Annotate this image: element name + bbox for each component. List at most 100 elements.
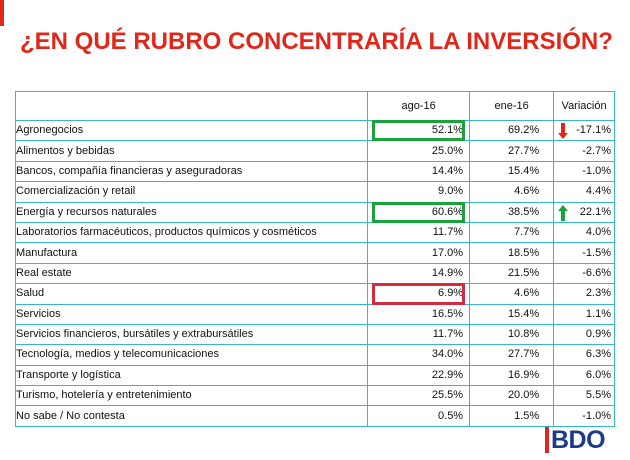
row-label: Servicios [14, 304, 368, 325]
ago-value-text: 25.5% [431, 389, 464, 402]
row-variation-value: 1.1% [553, 304, 615, 325]
ago-value-text: 14.4% [431, 164, 464, 177]
row-ene-value: 38.5% [469, 202, 554, 223]
row-label: Alimentos y bebidas [14, 140, 368, 162]
row-variation-value: -2.7% [553, 140, 615, 162]
table-row: Tecnología, medios y telecomunicaciones 3… [14, 344, 615, 366]
variation-value-text: -1.5% [582, 246, 611, 259]
ago-value-text: 25.0% [431, 144, 464, 157]
variation-value-text: 5.5% [585, 389, 611, 402]
investment-table: ago-16 ene-16 Variación Agronegocios 52.1… [14, 91, 615, 427]
row-label: Laboratorios farmacéuticos, productos qu… [14, 222, 368, 244]
row-ene-value: 10.8% [469, 324, 554, 346]
row-ago-value: 60.6% [367, 201, 470, 223]
table-row: Alimentos y bebidas 25.0% 27.7% -2.7% [14, 140, 615, 162]
row-label: Bancos, compañía financieras y asegurado… [14, 161, 368, 183]
logo-bar [545, 427, 549, 453]
variation-value-text: 1.1% [585, 307, 611, 320]
row-ene-value: 20.0% [469, 385, 554, 407]
row-ene-value: 27.7% [469, 344, 554, 366]
ago-value-text: 14.9% [431, 266, 464, 279]
bdo-logo: BDO [545, 425, 606, 454]
row-variation-value: -17.1% [553, 120, 615, 142]
row-label: Energía y recursos naturales [14, 202, 368, 223]
ago-value-text: 6.9% [438, 287, 464, 300]
row-ene-value: 27.7% [469, 140, 554, 162]
variation-value-text: 4.0% [585, 226, 611, 239]
row-label: Manufactura [14, 242, 368, 264]
row-variation-value: 22.1% [553, 202, 615, 223]
ago-value-text: 11.7% [432, 328, 464, 341]
row-ene-value: 69.2% [469, 120, 554, 142]
arrow-up-icon [558, 204, 569, 221]
ago-value-text: 11.7% [432, 226, 464, 239]
row-ago-value: 34.0% [367, 344, 470, 366]
row-ago-value: 16.5% [367, 304, 470, 325]
row-label: Comercialización y retail [14, 181, 368, 203]
row-variation-value: 2.3% [553, 283, 615, 305]
row-variation-value: 6.3% [553, 344, 615, 366]
row-label: Real estate [14, 263, 368, 285]
row-variation-value: 6.0% [553, 365, 615, 387]
row-variation-value: 4.0% [553, 222, 615, 244]
variation-value-text: -1.0% [582, 409, 611, 422]
table-row: Salud 6.9% 4.6% 2.3% [14, 283, 615, 305]
table-row: Manufactura 17.0% 18.5% -1.5% [14, 242, 615, 264]
arrow-down-icon [558, 123, 569, 139]
row-ago-value: 25.0% [367, 140, 470, 162]
row-ene-value: 4.6% [469, 181, 554, 203]
ago-value-text: 0.5% [438, 409, 464, 422]
row-variation-value: -6.6% [553, 263, 615, 285]
row-ene-value: 7.7% [469, 222, 554, 244]
variation-value-text: 6.3% [585, 348, 611, 361]
row-ago-value: 22.9% [367, 365, 470, 387]
variation-value-text: 6.0% [585, 368, 611, 381]
row-label: Turismo, hotelería y entretenimiento [14, 385, 368, 407]
row-ago-value: 14.9% [367, 263, 470, 285]
table-body: Agronegocios 52.1% 69.2% -17.1% Alimentos y … [14, 120, 615, 427]
table-row: Servicios financieros, bursátiles y extr… [14, 324, 615, 346]
variation-value-text: -1.0% [582, 164, 611, 177]
row-ago-value: 25.5% [367, 385, 470, 407]
row-ene-value: 18.5% [469, 242, 554, 264]
variation-value-text: -6.6% [582, 266, 611, 279]
table-row: Real estate 14.9% 21.5% -6.6% [14, 263, 615, 285]
row-label: Tecnología, medios y telecomunicaciones [14, 344, 368, 366]
ago-value-text: 60.6% [431, 205, 464, 218]
table-row: Transporte y logística 22.9% 16.9% 6.0% [14, 365, 615, 387]
logo-text: BDO [551, 425, 606, 454]
row-label: Transporte y logística [14, 365, 368, 387]
row-ago-value: 11.7% [367, 324, 470, 346]
row-ene-value: 21.5% [469, 263, 554, 285]
variation-value-text: 2.3% [585, 287, 611, 300]
row-ago-value: 11.7% [367, 222, 470, 244]
header-variation: Variación [553, 91, 615, 121]
row-label: Servicios financieros, bursátiles y extr… [14, 324, 368, 346]
row-ene-value: 16.9% [469, 365, 554, 387]
row-ago-value: 9.0% [367, 181, 470, 203]
table-row: Energía y recursos naturales 60.6% 38.5% 22… [14, 201, 615, 223]
header-ene: ene-16 [469, 91, 554, 121]
row-ene-value: 15.4% [469, 304, 554, 325]
ago-value-text: 17.0% [431, 246, 464, 259]
ago-value-text: 9.0% [438, 185, 464, 198]
variation-value-text: 4.4% [585, 185, 611, 198]
table-row: Turismo, hotelería y entretenimiento 25.5… [14, 385, 615, 407]
corner-accent [0, 0, 4, 26]
ago-value-text: 52.1% [431, 124, 464, 137]
table-row: Agronegocios 52.1% 69.2% -17.1% [14, 120, 615, 142]
row-label: Salud [14, 283, 368, 305]
variation-value-text: -17.1% [576, 124, 611, 137]
table-row: Laboratorios farmacéuticos, productos qu… [14, 222, 615, 244]
variation-value-text: 0.9% [585, 328, 611, 341]
header-ago: ago-16 [367, 91, 470, 121]
row-variation-value: 5.5% [553, 385, 615, 407]
variation-value-text: 22.1% [579, 205, 611, 218]
variation-value-text: -2.7% [582, 144, 611, 157]
table-row: Bancos, compañía financieras y asegurado… [14, 161, 615, 183]
row-ago-value: 17.0% [367, 242, 470, 264]
row-ene-value: 15.4% [469, 161, 554, 183]
ago-value-text: 34.0% [431, 348, 464, 361]
ago-value-text: 22.9% [431, 368, 464, 381]
row-ene-value: 1.5% [469, 405, 554, 427]
